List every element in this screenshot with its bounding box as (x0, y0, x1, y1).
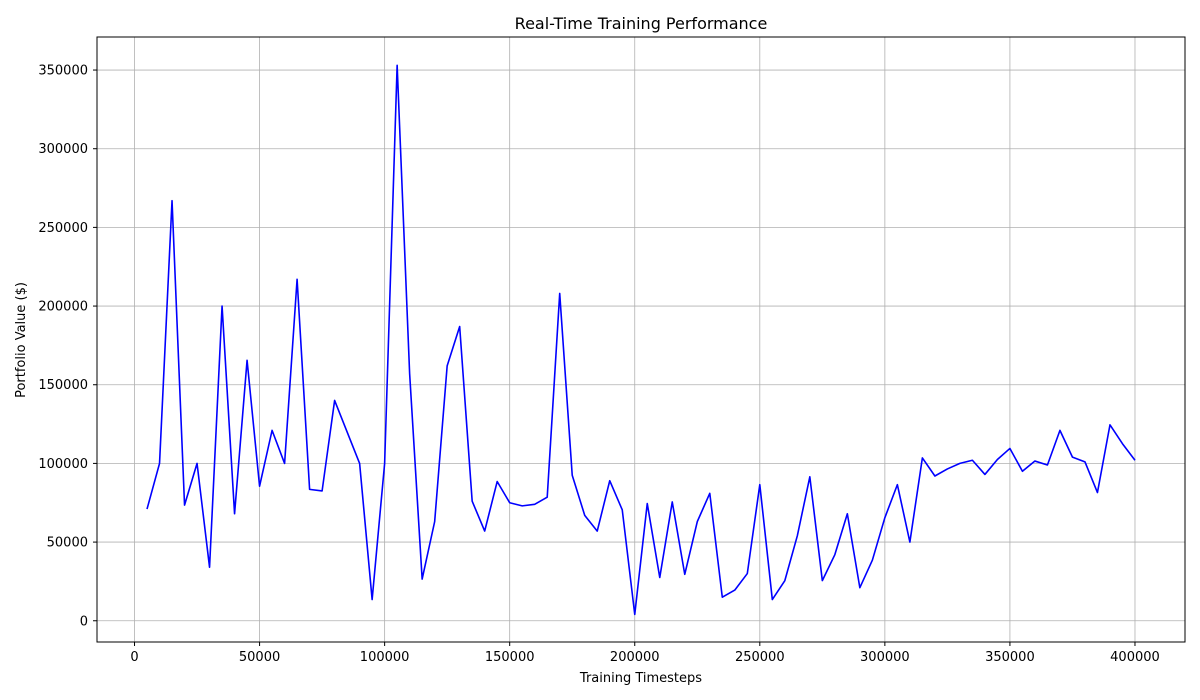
y-tick-label: 250000 (38, 221, 88, 236)
y-tick-label: 100000 (38, 457, 88, 472)
y-tick-label: 200000 (38, 300, 88, 315)
x-axis-label: Training Timesteps (579, 671, 702, 686)
x-tick-label: 150000 (485, 650, 535, 665)
x-tick-label: 50000 (239, 650, 280, 665)
series-line (146, 64, 1136, 616)
x-tick-label: 350000 (985, 650, 1035, 665)
series-layer (146, 64, 1136, 616)
x-tick-label: 100000 (360, 650, 410, 665)
axis-ticks: 0 50000 100000 150000 200000 250000 300000 3500… (38, 64, 1159, 665)
x-tick-label: 300000 (860, 650, 910, 665)
y-tick-label: 300000 (38, 142, 88, 157)
plot-frame (96, 36, 1186, 643)
x-tick-label: 200000 (610, 650, 660, 665)
y-tick-label: 350000 (38, 64, 88, 79)
x-tick-label: 250000 (735, 650, 785, 665)
grid-lines (97, 37, 1185, 642)
y-tick-label: 0 (80, 614, 88, 629)
chart-title: Real-Time Training Performance (515, 14, 768, 33)
y-tick-label: 150000 (38, 378, 88, 393)
x-tick-label: 0 (130, 650, 138, 665)
y-axis-label: Portfolio Value ($) (14, 282, 29, 398)
y-tick-label: 50000 (47, 536, 88, 551)
x-tick-label: 400000 (1110, 650, 1160, 665)
